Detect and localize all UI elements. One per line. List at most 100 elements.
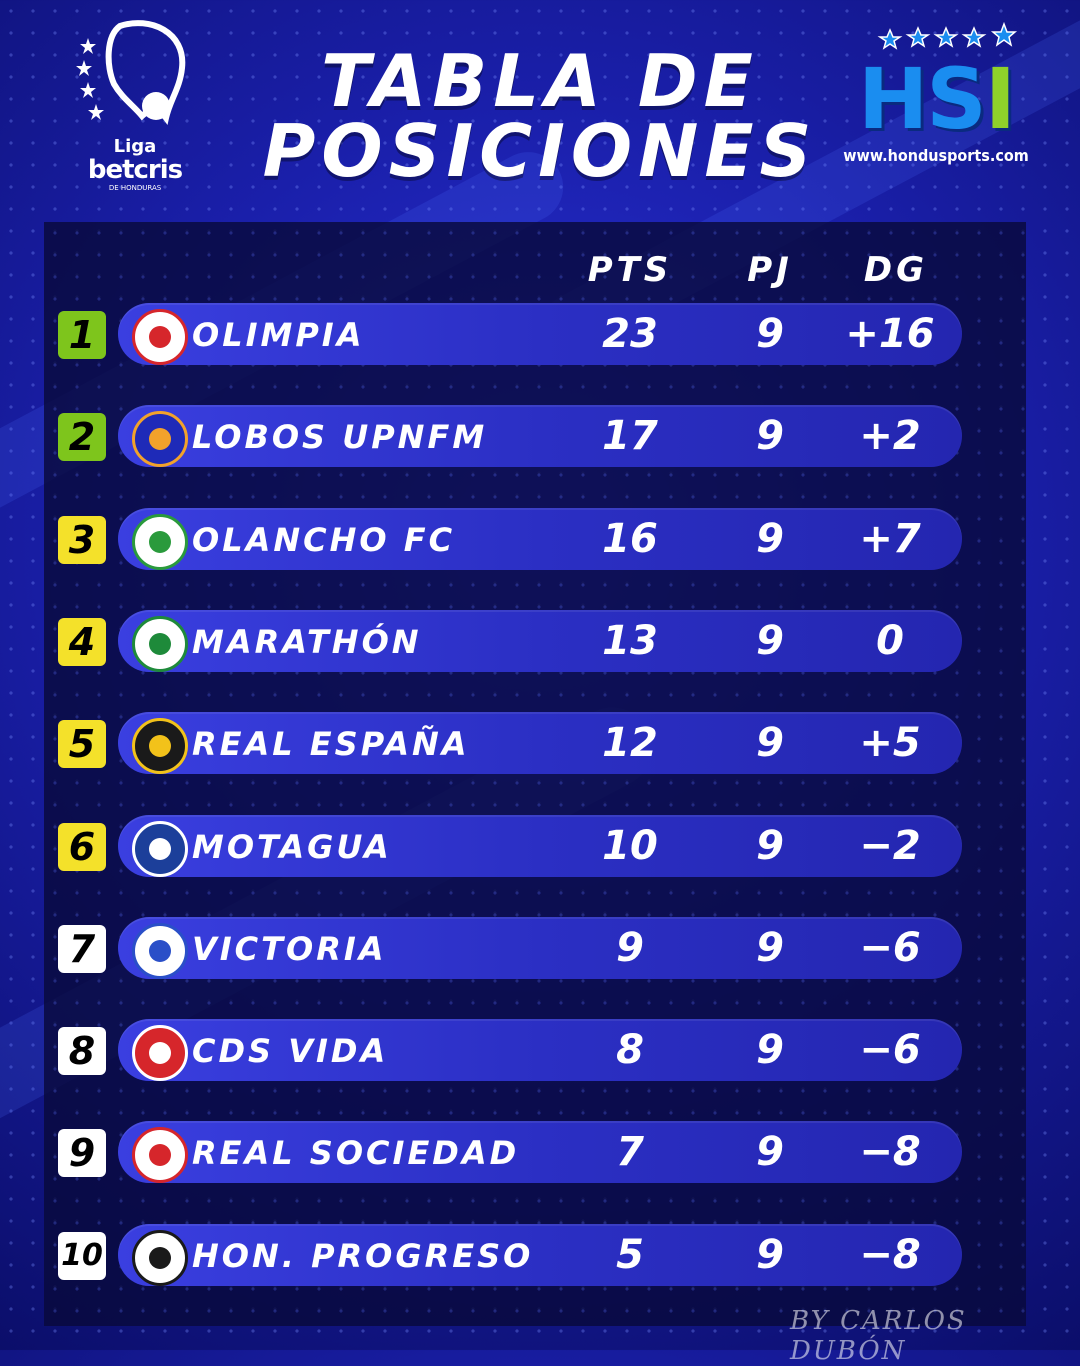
team-crest-inner — [149, 940, 171, 962]
league-logo-liga: Liga — [113, 136, 157, 157]
row-bar — [118, 712, 962, 774]
standings-row: 8 CDS VIDA 8 9 −6 — [58, 1019, 962, 1081]
column-header-dg: DG — [863, 250, 929, 290]
stat-pj: 9 — [756, 618, 784, 664]
stat-pj: 9 — [756, 823, 784, 869]
stat-pj: 9 — [756, 516, 784, 562]
stat-pts: 9 — [616, 925, 644, 971]
standings-row: 5 REAL ESPAÑA 12 9 +5 — [58, 712, 962, 774]
rank-badge: 7 — [58, 925, 106, 973]
team-crest-inner — [149, 1247, 171, 1269]
row-bar — [118, 405, 962, 467]
stat-dg: −8 — [859, 1232, 921, 1278]
team-crest-inner — [149, 326, 171, 348]
team-crest-icon — [132, 309, 188, 365]
brand-logo-h: H — [857, 50, 928, 148]
brand-stars-icon — [877, 21, 1018, 50]
league-logo-honduras: DE HONDURAS — [108, 184, 162, 192]
standings-row: 3 OLANCHO FC 16 9 +7 — [58, 508, 962, 570]
rank-badge: 1 — [58, 311, 106, 359]
team-crest-icon — [132, 1025, 188, 1081]
rank-badge: 6 — [58, 823, 106, 871]
standings-row: 4 MARATHÓN 13 9 0 — [58, 610, 962, 672]
stat-dg: +2 — [859, 413, 921, 459]
stat-pts: 13 — [602, 618, 658, 664]
rank-badge: 9 — [58, 1129, 106, 1177]
team-crest-inner — [149, 1144, 171, 1166]
team-crest-icon — [132, 1127, 188, 1183]
page-title-line1: TABLA DE — [321, 39, 759, 123]
stat-dg: −2 — [859, 823, 921, 869]
row-bar — [118, 303, 962, 365]
rank-badge: 5 — [58, 720, 106, 768]
brand-logo-url: www.hondusports.com — [843, 146, 1029, 165]
rank-badge: 10 — [58, 1232, 106, 1280]
team-crest-inner — [149, 1042, 171, 1064]
league-logo: Liga betcris DE HONDURAS — [70, 18, 200, 198]
standings-row: 6 MOTAGUA 10 9 −2 — [58, 815, 962, 877]
team-name: REAL SOCIEDAD — [192, 1134, 520, 1172]
stat-dg: +16 — [845, 311, 935, 357]
stat-pj: 9 — [756, 311, 784, 357]
stat-pts: 10 — [602, 823, 658, 869]
brand-logo-i: I — [984, 50, 1016, 148]
team-name: LOBOS UPNFM — [192, 418, 488, 456]
team-crest-icon — [132, 514, 188, 570]
standings-row: 9 REAL SOCIEDAD 7 9 −8 — [58, 1121, 962, 1183]
team-crest-inner — [149, 531, 171, 553]
stat-pts: 5 — [616, 1232, 644, 1278]
stat-pts: 16 — [602, 516, 658, 562]
team-name: OLANCHO FC — [192, 521, 456, 559]
rank-badge: 8 — [58, 1027, 106, 1075]
team-name: REAL ESPAÑA — [192, 725, 470, 763]
team-crest-inner — [149, 838, 171, 860]
team-name: MOTAGUA — [192, 828, 392, 866]
stat-pj: 9 — [756, 925, 784, 971]
stat-pts: 12 — [602, 720, 658, 766]
stat-pj: 9 — [756, 1027, 784, 1073]
stat-dg: −8 — [859, 1129, 921, 1175]
team-name: HON. PROGRESO — [192, 1237, 534, 1275]
row-bar — [118, 1019, 962, 1081]
standings-row: 2 LOBOS UPNFM 17 9 +2 — [58, 405, 962, 467]
team-name: VICTORIA — [192, 930, 387, 968]
team-name: MARATHÓN — [192, 623, 422, 661]
team-crest-inner — [149, 428, 171, 450]
stat-pts: 7 — [616, 1129, 644, 1175]
team-crest-icon — [132, 718, 188, 774]
team-crest-icon — [132, 1230, 188, 1286]
team-crest-inner — [149, 735, 171, 757]
team-crest-icon — [132, 821, 188, 877]
stat-pj: 9 — [756, 413, 784, 459]
stat-dg: +7 — [859, 516, 921, 562]
row-bar — [118, 917, 962, 979]
row-bar — [118, 815, 962, 877]
rank-badge: 2 — [58, 413, 106, 461]
team-crest-icon — [132, 411, 188, 467]
stat-pts: 8 — [616, 1027, 644, 1073]
row-bar — [118, 610, 962, 672]
league-logo-betcris: betcris — [87, 155, 183, 185]
stat-pj: 9 — [756, 1129, 784, 1175]
row-bar — [118, 1224, 962, 1286]
standings-row: 1 OLIMPIA 23 9 +16 — [58, 303, 962, 365]
stat-dg: 0 — [876, 618, 904, 664]
stat-pts: 23 — [602, 311, 658, 357]
rank-badge: 3 — [58, 516, 106, 564]
author-credit: BY CARLOS DUBÓN — [790, 1306, 967, 1366]
stat-dg: −6 — [859, 1027, 921, 1073]
row-bar — [118, 508, 962, 570]
page-title-line2: POSICIONES — [262, 109, 818, 193]
stat-pts: 17 — [602, 413, 658, 459]
row-bar — [118, 1121, 962, 1183]
brand-logo-hsi: HSI — [836, 50, 1036, 148]
team-crest-icon — [132, 616, 188, 672]
standings-row: 10 HON. PROGRESO 5 9 −8 — [58, 1224, 962, 1286]
stat-dg: −6 — [859, 925, 921, 971]
team-crest-inner — [149, 633, 171, 655]
team-name: CDS VIDA — [192, 1032, 389, 1070]
rank-badge: 4 — [58, 618, 106, 666]
team-name: OLIMPIA — [192, 316, 365, 354]
brand-logo-s: S — [926, 50, 986, 148]
stat-dg: +5 — [859, 720, 921, 766]
